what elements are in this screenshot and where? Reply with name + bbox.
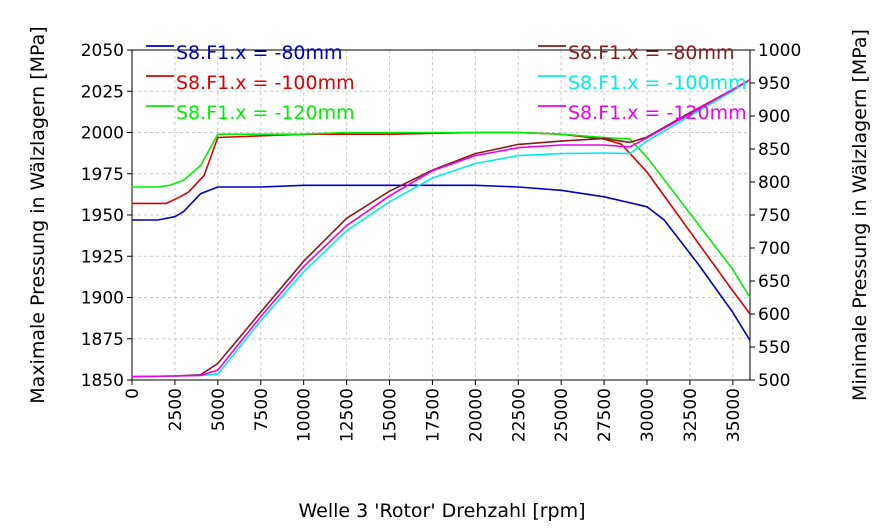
right-axis-ticks: 500 550 600 650 700 750 800 850 900 950 1000 [750,41,801,391]
x-tick-label: 25000 [552,388,572,442]
right-tick-label: 500 [758,371,790,391]
legend-label-right: S8.F1.x = -80mm [568,42,735,64]
left-tick-label: 2025 [81,82,124,102]
left-axis-title: Maximale Pressung in Wälzlagern [MPa] [27,26,49,403]
x-tick-label: 15000 [381,388,401,442]
left-axis-ticks: 1850 1875 1900 1925 1950 1975 2000 2025 2050 [81,41,132,391]
right-tick-label: 550 [758,338,790,358]
legend-label-right: S8.F1.x = -100mm [568,72,747,94]
x-tick-label: 0 [123,388,143,399]
legend-label-right: S8.F1.x = -120mm [568,102,747,124]
left-tick-label: 1950 [81,206,124,226]
left-tick-label: 1850 [81,371,124,391]
right-tick-label: 750 [758,206,790,226]
series-line-left-1 [132,131,751,315]
series-lines [131,79,751,378]
series-line-left-2 [132,131,751,298]
x-tick-label: 35000 [724,388,744,442]
left-tick-label: 1875 [81,330,124,350]
legend-label-left: S8.F1.x = -80mm [176,42,343,64]
series-line-right-3 [131,79,751,378]
x-tick-label: 10000 [295,388,315,442]
left-tick-label: 1900 [81,289,124,309]
series-line-left-0 [132,184,751,341]
x-tick-label: 5000 [209,388,229,431]
left-tick-label: 2000 [81,124,124,144]
legend-label-left: S8.F1.x = -120mm [176,102,355,124]
x-tick-label: 20000 [466,388,486,442]
x-axis-ticks: 0 2500 5000 7500 10000 12500 15000 17500 20000 22… [123,380,744,442]
x-tick-label: 22500 [509,388,529,442]
left-tick-label: 1925 [81,247,124,267]
x-tick-label: 32500 [681,388,701,442]
right-tick-label: 1000 [758,41,801,61]
x-axis-title: Welle 3 'Rotor' Drehzahl [rpm] [298,500,585,522]
x-tick-label: 27500 [595,388,615,442]
x-tick-label: 17500 [423,388,443,442]
legend: S8.F1.x = -80mm S8.F1.x = -100mm S8.F1.x =… [146,42,747,124]
right-tick-label: 600 [758,305,790,325]
right-tick-label: 900 [758,107,790,127]
right-axis-title: Minimale Pressung in Wälzlagern [MPa] [849,29,871,401]
right-tick-label: 700 [758,239,790,259]
x-tick-label: 30000 [638,388,658,442]
x-tick-label: 12500 [338,388,358,442]
series-line-right-5 [131,79,751,378]
right-tick-label: 800 [758,173,790,193]
left-tick-label: 2050 [81,41,124,61]
legend-label-left: S8.F1.x = -100mm [176,72,355,94]
left-tick-label: 1975 [81,165,124,185]
right-tick-label: 650 [758,272,790,292]
right-tick-label: 950 [758,74,790,94]
series-line-right-4 [131,79,751,378]
x-tick-label: 7500 [252,388,272,431]
right-tick-label: 850 [758,140,790,160]
x-tick-label: 2500 [166,388,186,431]
